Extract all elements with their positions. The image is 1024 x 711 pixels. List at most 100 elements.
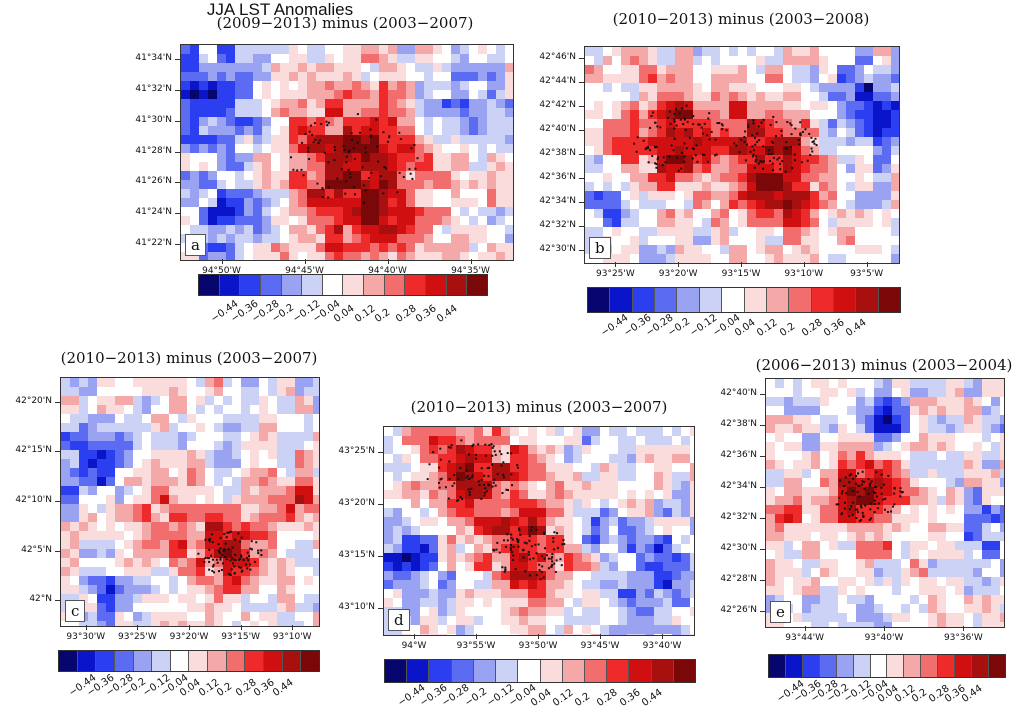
- field-cell: [384, 508, 394, 518]
- field-cell: [585, 92, 595, 102]
- field-cell: [115, 423, 125, 433]
- significance-dot: [510, 452, 513, 455]
- field-cell: [829, 505, 839, 515]
- field-cell: [621, 200, 631, 210]
- field-cell: [802, 442, 812, 452]
- field-cell: [666, 155, 676, 165]
- significance-dot: [716, 122, 719, 125]
- field-cell: [801, 110, 811, 120]
- field-cell: [451, 207, 461, 217]
- field-cell: [415, 252, 425, 260]
- field-cell: [639, 83, 649, 93]
- significance-dot: [776, 158, 779, 161]
- x-tick-label: 93°25'W: [118, 632, 157, 642]
- field-cell: [594, 218, 604, 228]
- field-cell: [837, 110, 847, 120]
- field-cell: [397, 90, 407, 100]
- field-cell: [429, 634, 439, 635]
- significance-dot: [233, 565, 236, 568]
- significance-dot: [677, 169, 680, 172]
- field-cell: [573, 517, 583, 527]
- field-cell: [501, 634, 511, 635]
- field-cell: [424, 225, 434, 235]
- field-cell: [70, 495, 80, 505]
- field-cell: [928, 559, 938, 569]
- field-cell: [765, 101, 775, 111]
- field-cell: [97, 621, 107, 626]
- significance-dot: [367, 176, 370, 179]
- field-cell: [600, 490, 610, 500]
- field-cell: [765, 236, 775, 246]
- field-cell: [738, 101, 748, 111]
- field-cell: [483, 526, 493, 536]
- field-cell: [384, 598, 394, 608]
- field-cell: [160, 396, 170, 406]
- field-cell: [286, 504, 296, 514]
- field-cell: [775, 433, 785, 443]
- field-cell: [810, 191, 820, 201]
- significance-dot: [780, 134, 783, 137]
- field-cell: [151, 513, 161, 523]
- field-cell: [883, 451, 893, 461]
- field-cell: [600, 445, 610, 455]
- field-cell: [681, 562, 691, 572]
- field-cell: [582, 508, 592, 518]
- field-cell: [883, 532, 893, 542]
- field-cell: [214, 432, 224, 442]
- field-cell: [937, 523, 947, 533]
- field-cell: [828, 191, 838, 201]
- field-cell: [720, 245, 730, 255]
- significance-dot: [887, 474, 890, 477]
- field-cell: [379, 63, 389, 73]
- field-cell: [465, 544, 475, 554]
- field-cell: [115, 594, 125, 604]
- field-cell: [874, 415, 884, 425]
- field-cell: [648, 110, 658, 120]
- field-cell: [501, 445, 511, 455]
- field-cell: [384, 571, 394, 581]
- field-cell: [774, 209, 784, 219]
- field-cell: [666, 101, 676, 111]
- field-cell: [142, 621, 152, 626]
- field-cell: [169, 594, 179, 604]
- field-cell: [720, 137, 730, 147]
- y-tick-label: 43°25'N: [338, 446, 375, 456]
- field-cell: [847, 514, 857, 524]
- significance-dot: [257, 552, 260, 555]
- field-cell: [609, 490, 619, 500]
- field-cell: [766, 496, 776, 506]
- significance-dot: [852, 477, 855, 480]
- field-cell: [612, 119, 622, 129]
- significance-dot: [347, 151, 350, 154]
- field-cell: [856, 487, 866, 497]
- field-cell: [259, 558, 269, 568]
- field-cell: [334, 72, 344, 82]
- field-cell: [555, 481, 565, 491]
- field-cell: [648, 56, 658, 66]
- field-cell: [847, 568, 857, 578]
- significance-dot: [870, 502, 873, 505]
- field-cell: [555, 544, 565, 554]
- field-cell: [393, 499, 403, 509]
- field-cell: [223, 603, 233, 613]
- field-cell: [510, 598, 520, 608]
- field-cell: [295, 549, 305, 559]
- field-cell: [433, 72, 443, 82]
- field-cell: [847, 415, 857, 425]
- field-cell: [115, 477, 125, 487]
- field-cell: [784, 541, 794, 551]
- field-cell: [964, 586, 974, 596]
- field-cell: [766, 397, 776, 407]
- field-cell: [244, 225, 254, 235]
- field-cell: [946, 388, 956, 398]
- field-cell: [729, 254, 739, 263]
- field-cell: [546, 535, 556, 545]
- field-cell: [226, 225, 236, 235]
- field-cell: [142, 495, 152, 505]
- field-cell: [487, 81, 497, 91]
- field-cell: [277, 513, 287, 523]
- significance-dot: [498, 551, 501, 554]
- field-cell: [901, 415, 911, 425]
- field-cell: [621, 236, 631, 246]
- field-cell: [873, 92, 883, 102]
